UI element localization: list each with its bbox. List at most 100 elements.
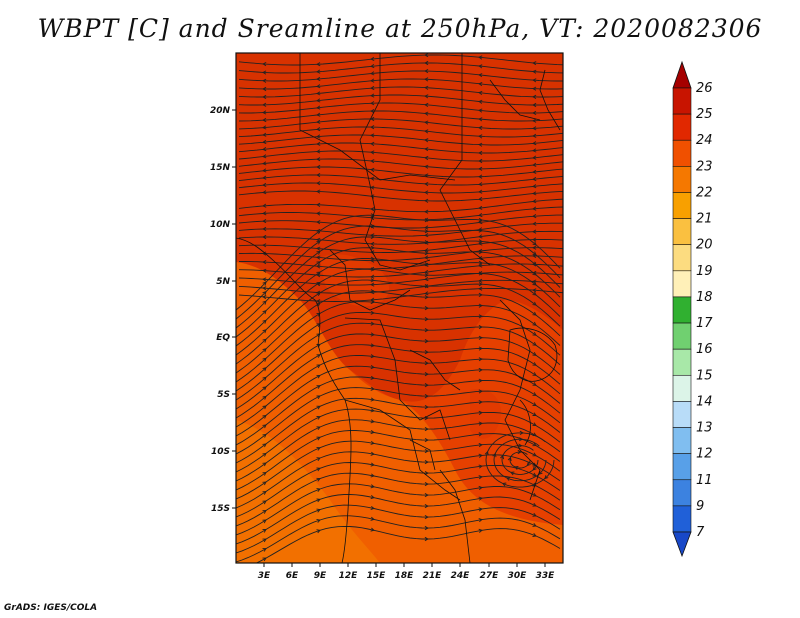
streamline-arrow — [262, 348, 267, 353]
streamline-arrow — [316, 105, 321, 110]
streamline-arrow — [478, 134, 483, 139]
streamline-arrow — [316, 426, 321, 431]
colorbar-label: 7 — [696, 525, 705, 540]
streamline — [236, 258, 561, 347]
streamline-arrow — [316, 467, 321, 472]
streamline-arrow — [424, 493, 429, 498]
streamline-arrow — [424, 394, 429, 399]
streamline — [236, 365, 561, 437]
streamline-arrow — [316, 385, 321, 389]
streamline-arrow — [532, 382, 537, 386]
colorbar-label: 14 — [696, 394, 713, 409]
streamline-arrow — [316, 271, 321, 276]
streamline-arrow — [478, 220, 483, 225]
streamline-arrow — [532, 169, 537, 174]
streamline-arrow — [478, 117, 483, 122]
streamline-arrow — [478, 286, 483, 291]
streamline-arrow — [478, 205, 483, 210]
streamline-arrow — [262, 147, 267, 152]
streamline-arrow — [424, 427, 429, 432]
streamline — [238, 174, 563, 186]
border — [359, 53, 431, 271]
streamline-arrow — [478, 73, 483, 78]
colorbar-label: 13 — [696, 421, 713, 436]
wbpt-field-22-patch — [236, 420, 380, 563]
streamline — [236, 225, 561, 320]
streamline-arrow — [424, 361, 429, 366]
lat-axis: 20N 15N 10N 5N EQ 5S 10S 15S — [210, 106, 236, 514]
streamline-arrow — [370, 299, 375, 305]
colorbar-label: 21 — [696, 212, 713, 227]
streamline — [509, 451, 531, 469]
streamline-arrow — [478, 64, 483, 69]
streamline-arrow — [370, 71, 375, 76]
streamline — [236, 408, 561, 473]
streamline-arrow — [370, 234, 375, 240]
streamline-arrow — [478, 432, 483, 437]
streamline-arrow — [532, 291, 537, 296]
streamline-arrow — [507, 456, 512, 462]
colorbar-swatch — [672, 218, 692, 246]
streamline-arrow — [262, 132, 267, 137]
lat-label: 20N — [210, 106, 231, 116]
streamline-arrow — [478, 271, 483, 276]
streamline-arrow — [478, 189, 483, 194]
streamline-arrow — [370, 278, 375, 283]
streamline-arrow — [532, 288, 537, 293]
streamline-arrow — [424, 190, 429, 195]
streamline-arrow — [424, 225, 429, 230]
streamline-arrow — [424, 273, 429, 278]
streamline-arrow — [424, 328, 429, 333]
streamline — [238, 182, 563, 194]
border — [539, 69, 561, 131]
lon-label: 15E — [367, 571, 387, 581]
streamline-arrow — [532, 492, 537, 497]
streamline-arrow — [532, 392, 537, 396]
streamline — [238, 190, 563, 202]
streamline-arrow — [478, 260, 483, 265]
streamline-arrow — [544, 475, 549, 480]
streamline-arrow — [424, 525, 429, 531]
streamline-arrow — [532, 331, 537, 336]
streamline — [236, 515, 561, 563]
colorbar-swatch — [672, 322, 692, 350]
streamline-arrow — [424, 405, 429, 410]
streamline — [238, 78, 563, 90]
lat-label: 15S — [211, 504, 230, 514]
streamline-arrow — [370, 274, 375, 279]
streamline-arrow — [370, 375, 375, 380]
streamline-arrow — [514, 466, 519, 470]
colorbar-swatch — [672, 348, 692, 376]
streamline-arrow — [532, 155, 537, 160]
colorbar-label: 12 — [696, 447, 713, 462]
lat-label: 5S — [217, 390, 230, 400]
border — [507, 327, 558, 382]
streamline-arrow — [262, 70, 267, 75]
colorbar-swatch — [672, 87, 692, 115]
streamline — [238, 206, 563, 221]
streamline-arrow — [262, 414, 267, 419]
streamline-arrow — [478, 314, 483, 319]
colorbar-label: 25 — [696, 107, 713, 122]
streamline — [238, 86, 563, 98]
streamline-arrow — [478, 256, 483, 261]
streamline-arrow — [478, 241, 483, 246]
streamline-arrow — [424, 339, 429, 344]
lon-label: 21E — [423, 571, 443, 581]
streamline-arrow — [316, 230, 321, 235]
streamline-arrow — [478, 196, 483, 202]
streamline-arrow — [316, 211, 321, 216]
colorbar-swatch — [672, 113, 692, 141]
streamline-arrow — [262, 219, 267, 224]
streamline — [238, 158, 563, 170]
streamline-arrow — [262, 211, 267, 216]
streamline-arrow — [370, 527, 375, 532]
streamline-arrow — [424, 111, 429, 116]
streamline-arrow — [424, 449, 429, 454]
streamline-arrow — [532, 362, 537, 366]
streamline-arrow — [478, 81, 483, 87]
streamline-arrow — [478, 464, 483, 469]
streamline-arrow — [370, 176, 375, 181]
streamline — [238, 142, 563, 154]
streamline — [236, 483, 561, 536]
